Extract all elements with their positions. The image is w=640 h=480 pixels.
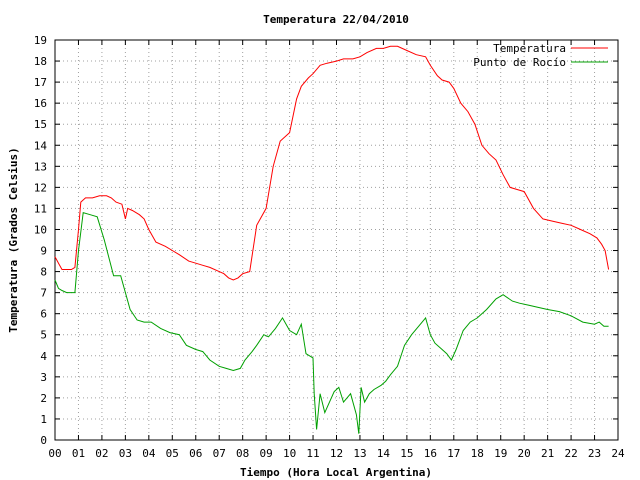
x-tick-label: 05 (166, 447, 179, 460)
x-tick-label: 14 (377, 447, 391, 460)
x-tick-label: 19 (494, 447, 507, 460)
x-tick-label: 01 (72, 447, 85, 460)
y-tick-label: 19 (34, 34, 47, 47)
x-axis-label: Tiempo (Hora Local Argentina) (240, 466, 432, 479)
y-tick-label: 1 (40, 413, 47, 426)
x-tick-label: 16 (424, 447, 437, 460)
series-line-1 (54, 211, 609, 434)
x-tick-label: 24 (611, 447, 625, 460)
x-tick-label: 18 (471, 447, 484, 460)
x-tick-label: 04 (142, 447, 156, 460)
x-tick-label: 17 (447, 447, 460, 460)
y-tick-label: 9 (40, 245, 47, 258)
x-tick-label: 06 (189, 447, 202, 460)
x-tick-label: 00 (48, 447, 61, 460)
y-tick-label: 15 (34, 118, 47, 131)
x-tick-label: 02 (95, 447, 108, 460)
x-tick-label: 03 (119, 447, 132, 460)
x-tick-label: 22 (564, 447, 577, 460)
series-lines (54, 45, 610, 434)
y-tick-label: 5 (40, 329, 47, 342)
y-tick-label: 16 (34, 97, 47, 110)
legend: Temperatura Punto de Rocío (473, 42, 608, 69)
y-tick-label: 11 (34, 202, 47, 215)
x-tick-label: 08 (236, 447, 249, 460)
y-tick-label: 17 (34, 76, 47, 89)
legend-label-punto-de-rocio: Punto de Rocío (473, 56, 566, 69)
x-tick-label: 13 (353, 447, 366, 460)
y-tick-label: 18 (34, 55, 47, 68)
x-tick-label: 20 (518, 447, 531, 460)
x-tick-label: 12 (330, 447, 343, 460)
y-tick-label: 7 (40, 287, 47, 300)
x-tick-label: 11 (306, 447, 319, 460)
x-tick-label: 23 (588, 447, 601, 460)
y-tick-label: 10 (34, 223, 47, 236)
y-tick-label: 3 (40, 371, 47, 384)
series-line-0 (54, 45, 610, 281)
x-tick-label: 21 (541, 447, 554, 460)
y-tick-label: 13 (34, 160, 47, 173)
grid (55, 40, 618, 440)
y-tick-label: 6 (40, 308, 47, 321)
legend-label-temperatura: Temperatura (493, 42, 566, 55)
y-tick-label: 4 (40, 350, 47, 363)
x-tick-label: 09 (260, 447, 273, 460)
y-tick-label: 14 (34, 139, 48, 152)
y-tick-label: 2 (40, 392, 47, 405)
y-axis-label: Temperatura (Grados Celsius) (7, 147, 20, 332)
y-tick-label: 0 (40, 434, 47, 447)
x-tick-label: 07 (213, 447, 226, 460)
x-tick-label: 10 (283, 447, 296, 460)
y-tick-label: 8 (40, 266, 47, 279)
y-tick-label: 12 (34, 181, 47, 194)
chart-title: Temperatura 22/04/2010 (263, 13, 409, 26)
x-tick-label: 15 (400, 447, 413, 460)
